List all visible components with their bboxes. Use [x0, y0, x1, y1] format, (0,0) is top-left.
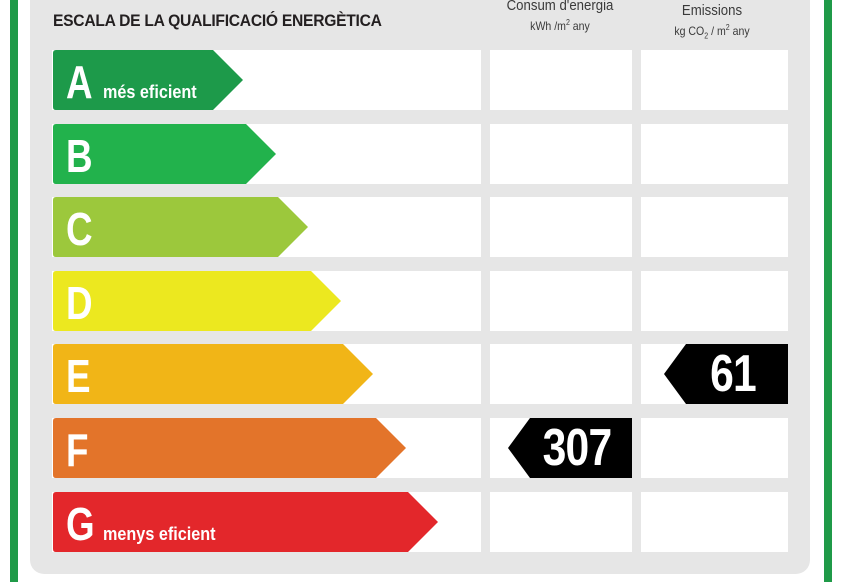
emissions-unit: kg CO2 / m2 any [674, 23, 750, 41]
consumption-cell-c [490, 197, 632, 257]
emissions-value: 61 [710, 345, 757, 403]
rating-letter-c: C [66, 203, 93, 255]
rating-arrow-a [53, 50, 243, 110]
consumption-cell-d [490, 271, 632, 331]
consumption-cell-g [490, 492, 632, 552]
rating-arrow-shape-a [53, 50, 243, 110]
consumption-cell-b [490, 124, 632, 184]
rating-letter-a: A [66, 56, 93, 108]
rating-letter-f: F [66, 424, 89, 476]
consumption-column-header: Consum d'energia kWh /m2 any [494, 0, 626, 34]
consumption-title: Consum d'energia [506, 0, 614, 14]
rating-arrow-d [53, 271, 341, 331]
consumption-cell-a [490, 50, 632, 110]
green-frame-right [824, 0, 832, 582]
emissions-cell-c [641, 197, 788, 257]
rating-label-a: més eficient [103, 82, 197, 102]
consumption-marker: 307 [508, 418, 632, 478]
rating-label-g: menys eficient [103, 524, 216, 544]
rating-arrow-shape-e [53, 344, 373, 404]
emissions-cell-d [641, 271, 788, 331]
emissions-cell-b [641, 124, 788, 184]
rating-arrow-c [53, 197, 308, 257]
rating-letter-b: B [66, 130, 93, 182]
green-frame-left [10, 0, 18, 582]
consumption-unit: kWh /m2 any [530, 18, 590, 33]
emissions-marker: 61 [664, 344, 788, 404]
rating-arrow-b [53, 124, 276, 184]
rating-arrow-e [53, 344, 373, 404]
consumption-value: 307 [542, 419, 613, 477]
scale-title: ESCALA DE LA QUALIFICACIÓ ENERGÈTICA [53, 11, 382, 30]
emissions-cell-a [641, 50, 788, 110]
rating-letter-d: D [66, 277, 93, 329]
rating-arrow-shape-f [53, 418, 406, 478]
emissions-marker-shape [664, 344, 788, 404]
emissions-cell-g [641, 492, 788, 552]
rating-letter-e: E [66, 350, 91, 402]
rating-arrow-shape-d [53, 271, 341, 331]
rating-arrow-f [53, 418, 406, 478]
rating-arrow-shape-c [53, 197, 308, 257]
rating-letter-g: G [66, 498, 95, 550]
rating-arrow-shape-b [53, 124, 276, 184]
emissions-title: Emissions [681, 2, 743, 19]
emissions-column-header: Emissions kg CO2 / m2 any [646, 2, 778, 44]
consumption-cell-e [490, 344, 632, 404]
rating-arrow-shape-g [53, 492, 438, 552]
rating-arrow-g [53, 492, 438, 552]
consumption-marker-shape [508, 418, 632, 478]
emissions-cell-f [641, 418, 788, 478]
